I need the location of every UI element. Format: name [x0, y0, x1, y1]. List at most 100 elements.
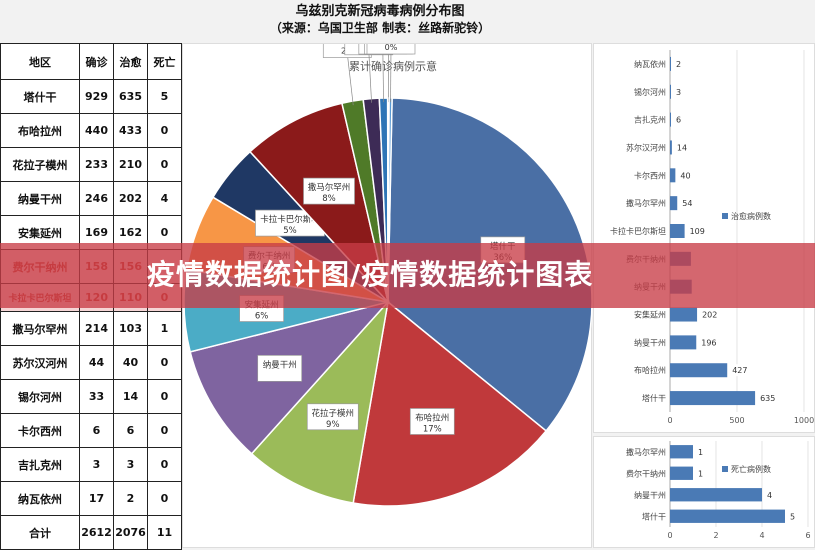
table-header-row: 地区 确诊 治愈 死亡: [0, 43, 182, 80]
deaths-cell: 4: [147, 181, 182, 216]
pie-slice: [250, 299, 390, 504]
category-label: 纳瓦依州: [634, 59, 666, 69]
value-label-bg: [695, 445, 707, 458]
bar: [670, 488, 762, 502]
value-label: 109: [690, 227, 705, 236]
confirmed-cell: 929: [79, 79, 114, 114]
column-header: 确诊: [79, 43, 114, 80]
value-label: 2: [676, 60, 681, 69]
pie-callout-box: [257, 354, 303, 382]
confirmed-cell: 44: [79, 345, 114, 380]
table-row: 布哈拉州 440 433 0: [0, 113, 182, 148]
confirmed-cell: 33: [79, 379, 114, 414]
pie-leader-line: [346, 53, 354, 106]
value-label: 635: [760, 394, 775, 403]
category-label: 塔什干: [642, 511, 666, 521]
bar: [670, 224, 685, 238]
value-label-bg: [673, 57, 685, 70]
category-label: 塔什干: [642, 393, 666, 403]
deaths-bar-chart: 0 2 4 6 撒马尔罕州 1 费尔干纳州 1 纳曼干州 4 塔什干 5 死亡病例数: [626, 441, 811, 540]
pie-slice-label: 纳曼干州: [263, 359, 297, 370]
category-label: 锡尔河州: [634, 87, 666, 97]
pie-callout-box: [306, 403, 359, 431]
pie-slice-pct: 9%: [326, 420, 340, 430]
value-label: 5: [790, 512, 795, 521]
value-label-bg: [698, 336, 721, 349]
bar: [670, 445, 693, 459]
value-label-bg: [729, 364, 752, 377]
value-label: 40: [680, 171, 690, 180]
table-row: 花拉子模州 233 210 0: [0, 147, 182, 182]
value-label: 202: [702, 311, 717, 320]
value-label: 196: [701, 338, 716, 347]
bar: [670, 56, 671, 71]
category-label: 纳曼干州: [634, 337, 666, 347]
pie-slice-pct: 5%: [283, 226, 297, 236]
column-header: 地区: [0, 43, 80, 80]
table-row: 纳曼干州 246 202 4: [0, 181, 182, 216]
table-row: 撒马尔罕州 214 103 1: [0, 311, 182, 346]
deaths-cell: 0: [147, 481, 182, 516]
value-label-bg: [673, 85, 685, 98]
value-label-bg: [679, 197, 697, 210]
column-header: 治愈: [113, 43, 148, 80]
pie-slice-pct: 17%: [423, 424, 442, 434]
category-label: 安集延州: [634, 310, 666, 320]
cured-cell: 2076: [113, 515, 148, 550]
deaths-cell: 0: [147, 345, 182, 380]
value-label-bg: [757, 392, 780, 405]
region-cell: 布哈拉州: [0, 113, 80, 148]
table-row: 吉扎克州 3 3 0: [0, 447, 182, 482]
x-tick-label: 1000: [794, 416, 814, 425]
region-cell: 纳瓦依州: [0, 481, 80, 516]
pie-callout: 卡尔西州0%: [366, 44, 416, 55]
region-cell: 合计: [0, 515, 80, 550]
table-row: 塔什干 929 635 5: [0, 79, 182, 114]
pie-slice-label: 花拉子模州: [312, 408, 355, 419]
cured-bar-chart-panel: 0 500 1000 纳瓦依州 2 锡尔河州 3 吉扎克州 6 苏尔汉河州 14 卡尔西州 40 撒马尔罕…: [593, 43, 815, 433]
region-cell: 苏尔汉河州: [0, 345, 80, 380]
confirmed-cell: 440: [79, 113, 114, 148]
cured-cell: 3: [113, 447, 148, 482]
value-label: 54: [682, 199, 692, 208]
pie-slice-label: 撒马尔罕州: [308, 182, 351, 193]
bar: [670, 335, 697, 350]
deaths-cell: 0: [147, 413, 182, 448]
category-label: 撒马尔罕州: [626, 198, 666, 208]
pie-leader-line: [368, 50, 372, 103]
value-label-bg: [695, 467, 707, 480]
deaths-bar-chart-panel: 0 2 4 6 撒马尔罕州 1 费尔干纳州 1 纳曼干州 4 塔什干 5 死亡病例数: [593, 436, 815, 548]
x-tick-label: 500: [729, 416, 744, 425]
bar: [670, 391, 756, 406]
cured-cell: 40: [113, 345, 148, 380]
table-total-row: 合计 2612 2076 11: [0, 515, 182, 550]
x-tick-label: 0: [667, 531, 672, 540]
cured-cell: 14: [113, 379, 148, 414]
value-label: 1: [698, 469, 703, 478]
cured-cell: 202: [113, 181, 148, 216]
pie-slice-pct: 8%: [322, 194, 336, 204]
banner-text: 疫情数据统计图/疫情数据统计图表: [147, 258, 594, 291]
cured-cell: 103: [113, 311, 148, 346]
confirmed-cell: 6: [79, 413, 114, 448]
category-label: 撒马尔罕州: [626, 447, 666, 457]
value-label-bg: [686, 225, 710, 237]
region-cell: 纳曼干州: [0, 181, 80, 216]
category-label: 费尔干纳州: [626, 468, 666, 478]
cured-cell: 635: [113, 79, 148, 114]
pie-callout: 纳曼干州: [257, 354, 303, 382]
deaths-cell: 0: [147, 147, 182, 182]
confirmed-cell: 233: [79, 147, 114, 182]
category-label: 吉扎克州: [634, 115, 666, 125]
category-label: 布哈拉州: [634, 365, 666, 375]
cured-cell: 433: [113, 113, 148, 148]
confirmed-cell: 2612: [79, 515, 114, 550]
pie-slice-pct: 6%: [255, 312, 268, 322]
x-tick-label: 6: [805, 531, 810, 540]
bar: [670, 112, 671, 127]
value-label-bg: [677, 169, 695, 182]
category-label: 苏尔汉河州: [626, 142, 666, 152]
